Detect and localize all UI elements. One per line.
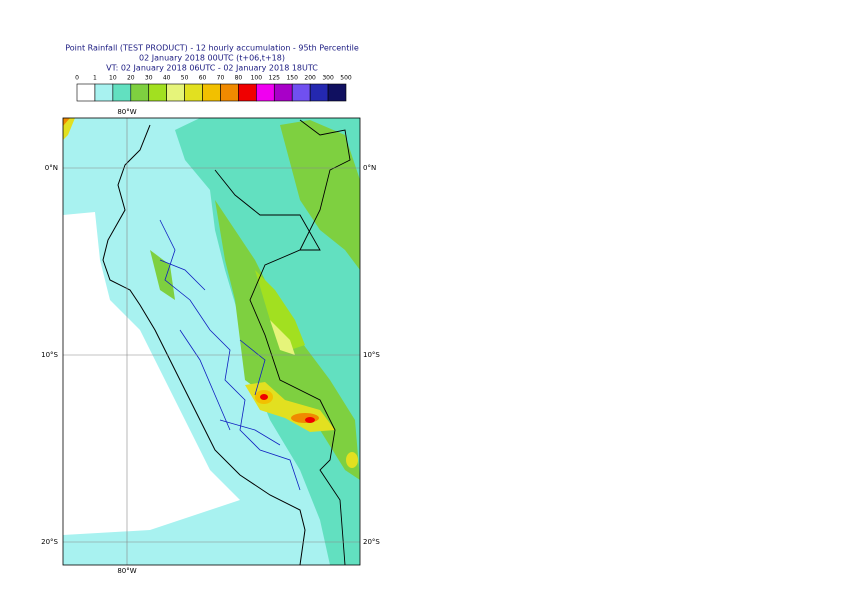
legend-label: 20 [127, 75, 135, 82]
field-dry [63, 212, 240, 535]
field-patch [270, 320, 295, 355]
legend-swatch [309, 83, 329, 102]
field-patch [150, 250, 175, 300]
field-heavy [280, 120, 360, 270]
legend-swatch [238, 83, 257, 102]
lat-label: 20°S [41, 538, 58, 546]
field-patch [63, 118, 75, 140]
legend-label: 50 [181, 75, 189, 82]
legend-swatch [166, 83, 185, 102]
lat-label: 0°N [363, 164, 376, 172]
legend-swatch [148, 83, 167, 102]
legend-label: 125 [269, 75, 281, 82]
legend-label: 1 [93, 75, 97, 82]
lat-label: 10°S [363, 351, 380, 359]
field-patch [291, 413, 319, 423]
legend-label: 0 [75, 75, 79, 82]
valid-time: VT: 02 January 2018 06UTC - 02 January 2… [106, 64, 318, 73]
legend-swatch [130, 83, 150, 102]
map: 80°W 80°W 0°N 0°N 10°S 10°S 20°S 20°S [41, 108, 380, 575]
lat-label: 20°S [363, 538, 380, 546]
legend-swatch [112, 83, 132, 102]
coastline [102, 124, 306, 565]
legend-swatch [76, 83, 96, 102]
subtitle: 02 January 2018 00UTC (t+06,t+18) [139, 54, 285, 63]
map-frame [62, 117, 361, 566]
legend-swatch [256, 83, 275, 102]
lon-label: 80°W [117, 108, 136, 116]
field-patch [305, 417, 315, 423]
field-patch [63, 118, 70, 126]
legend-swatch [273, 83, 293, 102]
legend-label: 300 [322, 75, 334, 82]
legend-swatch [291, 83, 311, 102]
legend-label: 150 [286, 75, 298, 82]
legend-label: 10 [109, 75, 117, 82]
legend-swatch [220, 83, 239, 102]
legend-swatch [184, 83, 203, 102]
legend-swatch [202, 83, 221, 102]
legend-swatch [94, 83, 114, 102]
legend-label: 60 [199, 75, 207, 82]
legend: 0 1 10 20 30 40 50 60 70 80 100 125 150 200 300 500 [75, 75, 352, 102]
lat-label: 10°S [41, 351, 58, 359]
legend-label: 70 [217, 75, 225, 82]
field-patch [260, 394, 268, 400]
legend-label: 100 [251, 75, 263, 82]
legend-label: 500 [340, 75, 352, 82]
title: Point Rainfall (TEST PRODUCT) - 12 hourl… [65, 44, 359, 53]
legend-label: 40 [163, 75, 171, 82]
border [214, 169, 346, 565]
field-patch [346, 452, 358, 468]
legend-label: 80 [235, 75, 243, 82]
lat-label: 0°N [45, 164, 58, 172]
field-heavier [255, 270, 305, 350]
lon-label: 80°W [117, 567, 136, 575]
regional-border [159, 219, 301, 491]
legend-swatch [327, 83, 347, 102]
legend-label: 30 [145, 75, 153, 82]
border [299, 119, 351, 251]
legend-label: 200 [304, 75, 316, 82]
